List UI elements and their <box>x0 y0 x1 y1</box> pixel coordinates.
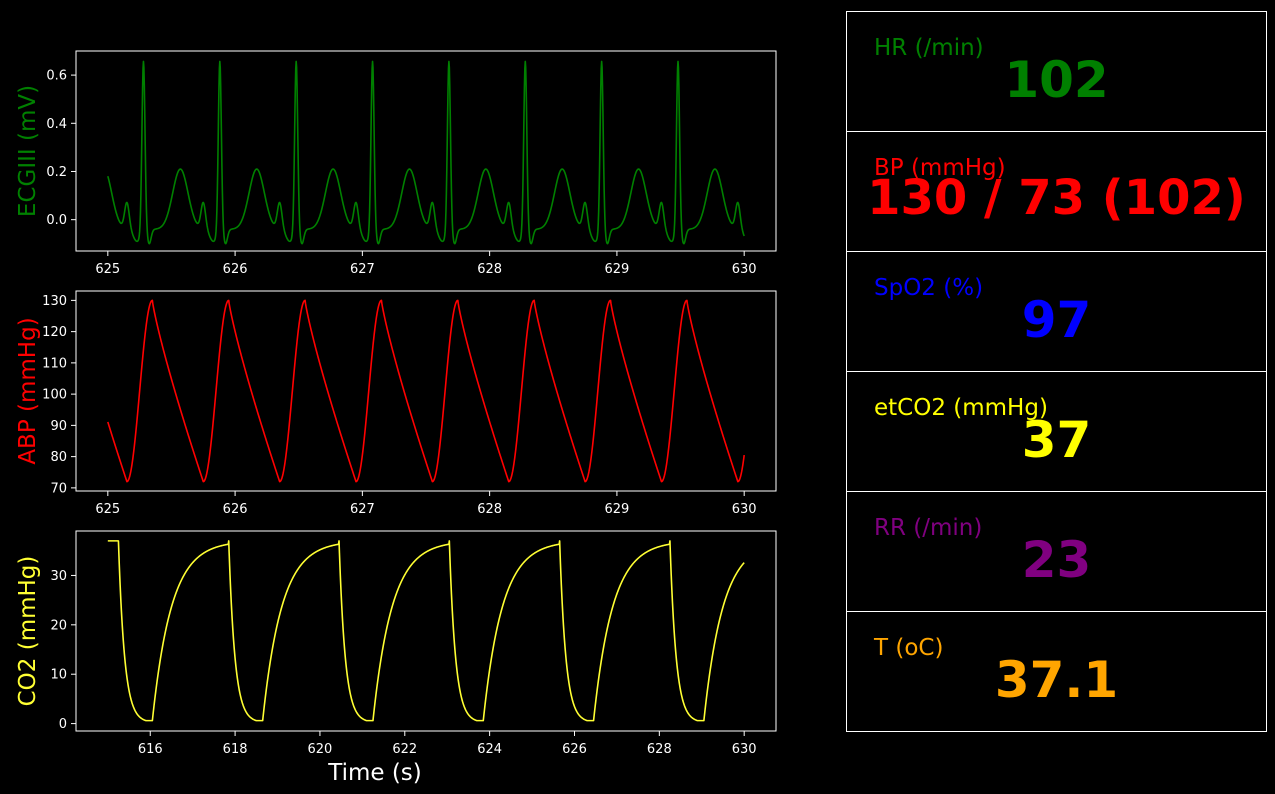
co2-ylabel: CO2 (mmHg) <box>15 556 41 707</box>
co2-xtick-label: 624 <box>477 742 502 757</box>
ecg-xtick-label: 629 <box>604 262 629 277</box>
abp-ytick-label: 130 <box>42 294 67 309</box>
ecg-ytick-label: 0.6 <box>46 69 67 84</box>
ecg-ytick-label: 0.4 <box>46 117 67 132</box>
co2-ytick-label: 20 <box>50 618 67 633</box>
ecg-ylabel: ECGIII (mV) <box>15 85 41 217</box>
abp-ytick-label: 120 <box>42 325 67 340</box>
abp-plot-frame <box>75 290 777 492</box>
vital-etco2-label: etCO2 (mmHg) <box>874 395 1048 421</box>
abp-ytick-label: 70 <box>50 481 67 496</box>
co2-xtick-label: 630 <box>732 742 757 757</box>
ecg-plot-frame <box>75 50 777 252</box>
co2-xlabel: Time (s) <box>327 760 422 786</box>
vital-spo2: SpO2 (%) 97 <box>846 251 1267 372</box>
vital-etco2: etCO2 (mmHg) 37 <box>846 371 1267 492</box>
co2-ytick-label: 30 <box>50 569 67 584</box>
co2-ytick-label: 10 <box>50 668 67 683</box>
co2-xtick-label: 616 <box>138 742 163 757</box>
abp-ytick-label: 80 <box>50 450 67 465</box>
ecg-series-line <box>107 60 745 245</box>
vital-rr-label: RR (/min) <box>874 515 983 541</box>
ecg-ytick-label: 0.0 <box>46 213 67 228</box>
waveform-charts: 625 626 627 628 629 630 0.0 0.2 0.4 0.6 ECGIII (mV… <box>15 50 777 786</box>
abp-series-line <box>107 299 745 483</box>
ecg-ytick-label: 0.2 <box>46 165 67 180</box>
vital-spo2-label: SpO2 (%) <box>874 275 984 301</box>
vital-spo2-value: 97 <box>1021 291 1092 349</box>
abp-xtick-label: 626 <box>223 502 248 517</box>
co2-xtick-label: 622 <box>392 742 417 757</box>
ecg-xtick-label: 626 <box>223 262 248 277</box>
vital-etco2-value: 37 <box>1021 411 1092 469</box>
co2-xtick-label: 618 <box>223 742 248 757</box>
abp-xtick-label: 625 <box>95 502 120 517</box>
abp-xtick-label: 628 <box>477 502 502 517</box>
vital-rr-value: 23 <box>1021 531 1092 589</box>
abp-xtick-label: 627 <box>350 502 375 517</box>
vital-bp-value: 130 / 73 (102) <box>867 170 1246 226</box>
vital-temp-label: T (oC) <box>874 635 944 661</box>
vital-temp-value: 37.1 <box>994 651 1119 709</box>
vital-hr: HR (/min) 102 <box>846 11 1267 132</box>
abp-ytick-label: 110 <box>42 356 67 371</box>
co2-xtick-label: 628 <box>647 742 672 757</box>
co2-xtick-label: 620 <box>308 742 333 757</box>
ecg-xtick-label: 625 <box>95 262 120 277</box>
vital-bp: BP (mmHg) 130 / 73 (102) <box>846 131 1267 252</box>
vital-hr-label: HR (/min) <box>874 35 984 61</box>
abp-xtick-label: 630 <box>732 502 757 517</box>
abp-ytick-label: 90 <box>50 419 67 434</box>
abp-ylabel: ABP (mmHg) <box>15 317 41 464</box>
co2-series-line <box>107 540 745 722</box>
ecg-xtick-label: 627 <box>350 262 375 277</box>
vital-rr: RR (/min) 23 <box>846 491 1267 612</box>
abp-ytick-label: 100 <box>42 388 67 403</box>
abp-xtick-label: 629 <box>604 502 629 517</box>
vital-hr-value: 102 <box>1004 51 1109 109</box>
ecg-xtick-label: 628 <box>477 262 502 277</box>
ecg-xtick-label: 630 <box>732 262 757 277</box>
vital-bp-label: BP (mmHg) <box>874 155 1006 181</box>
co2-ytick-label: 0 <box>59 717 67 732</box>
co2-plot-frame <box>75 530 777 732</box>
vital-temp: T (oC) 37.1 <box>846 611 1267 732</box>
co2-xtick-label: 626 <box>562 742 587 757</box>
